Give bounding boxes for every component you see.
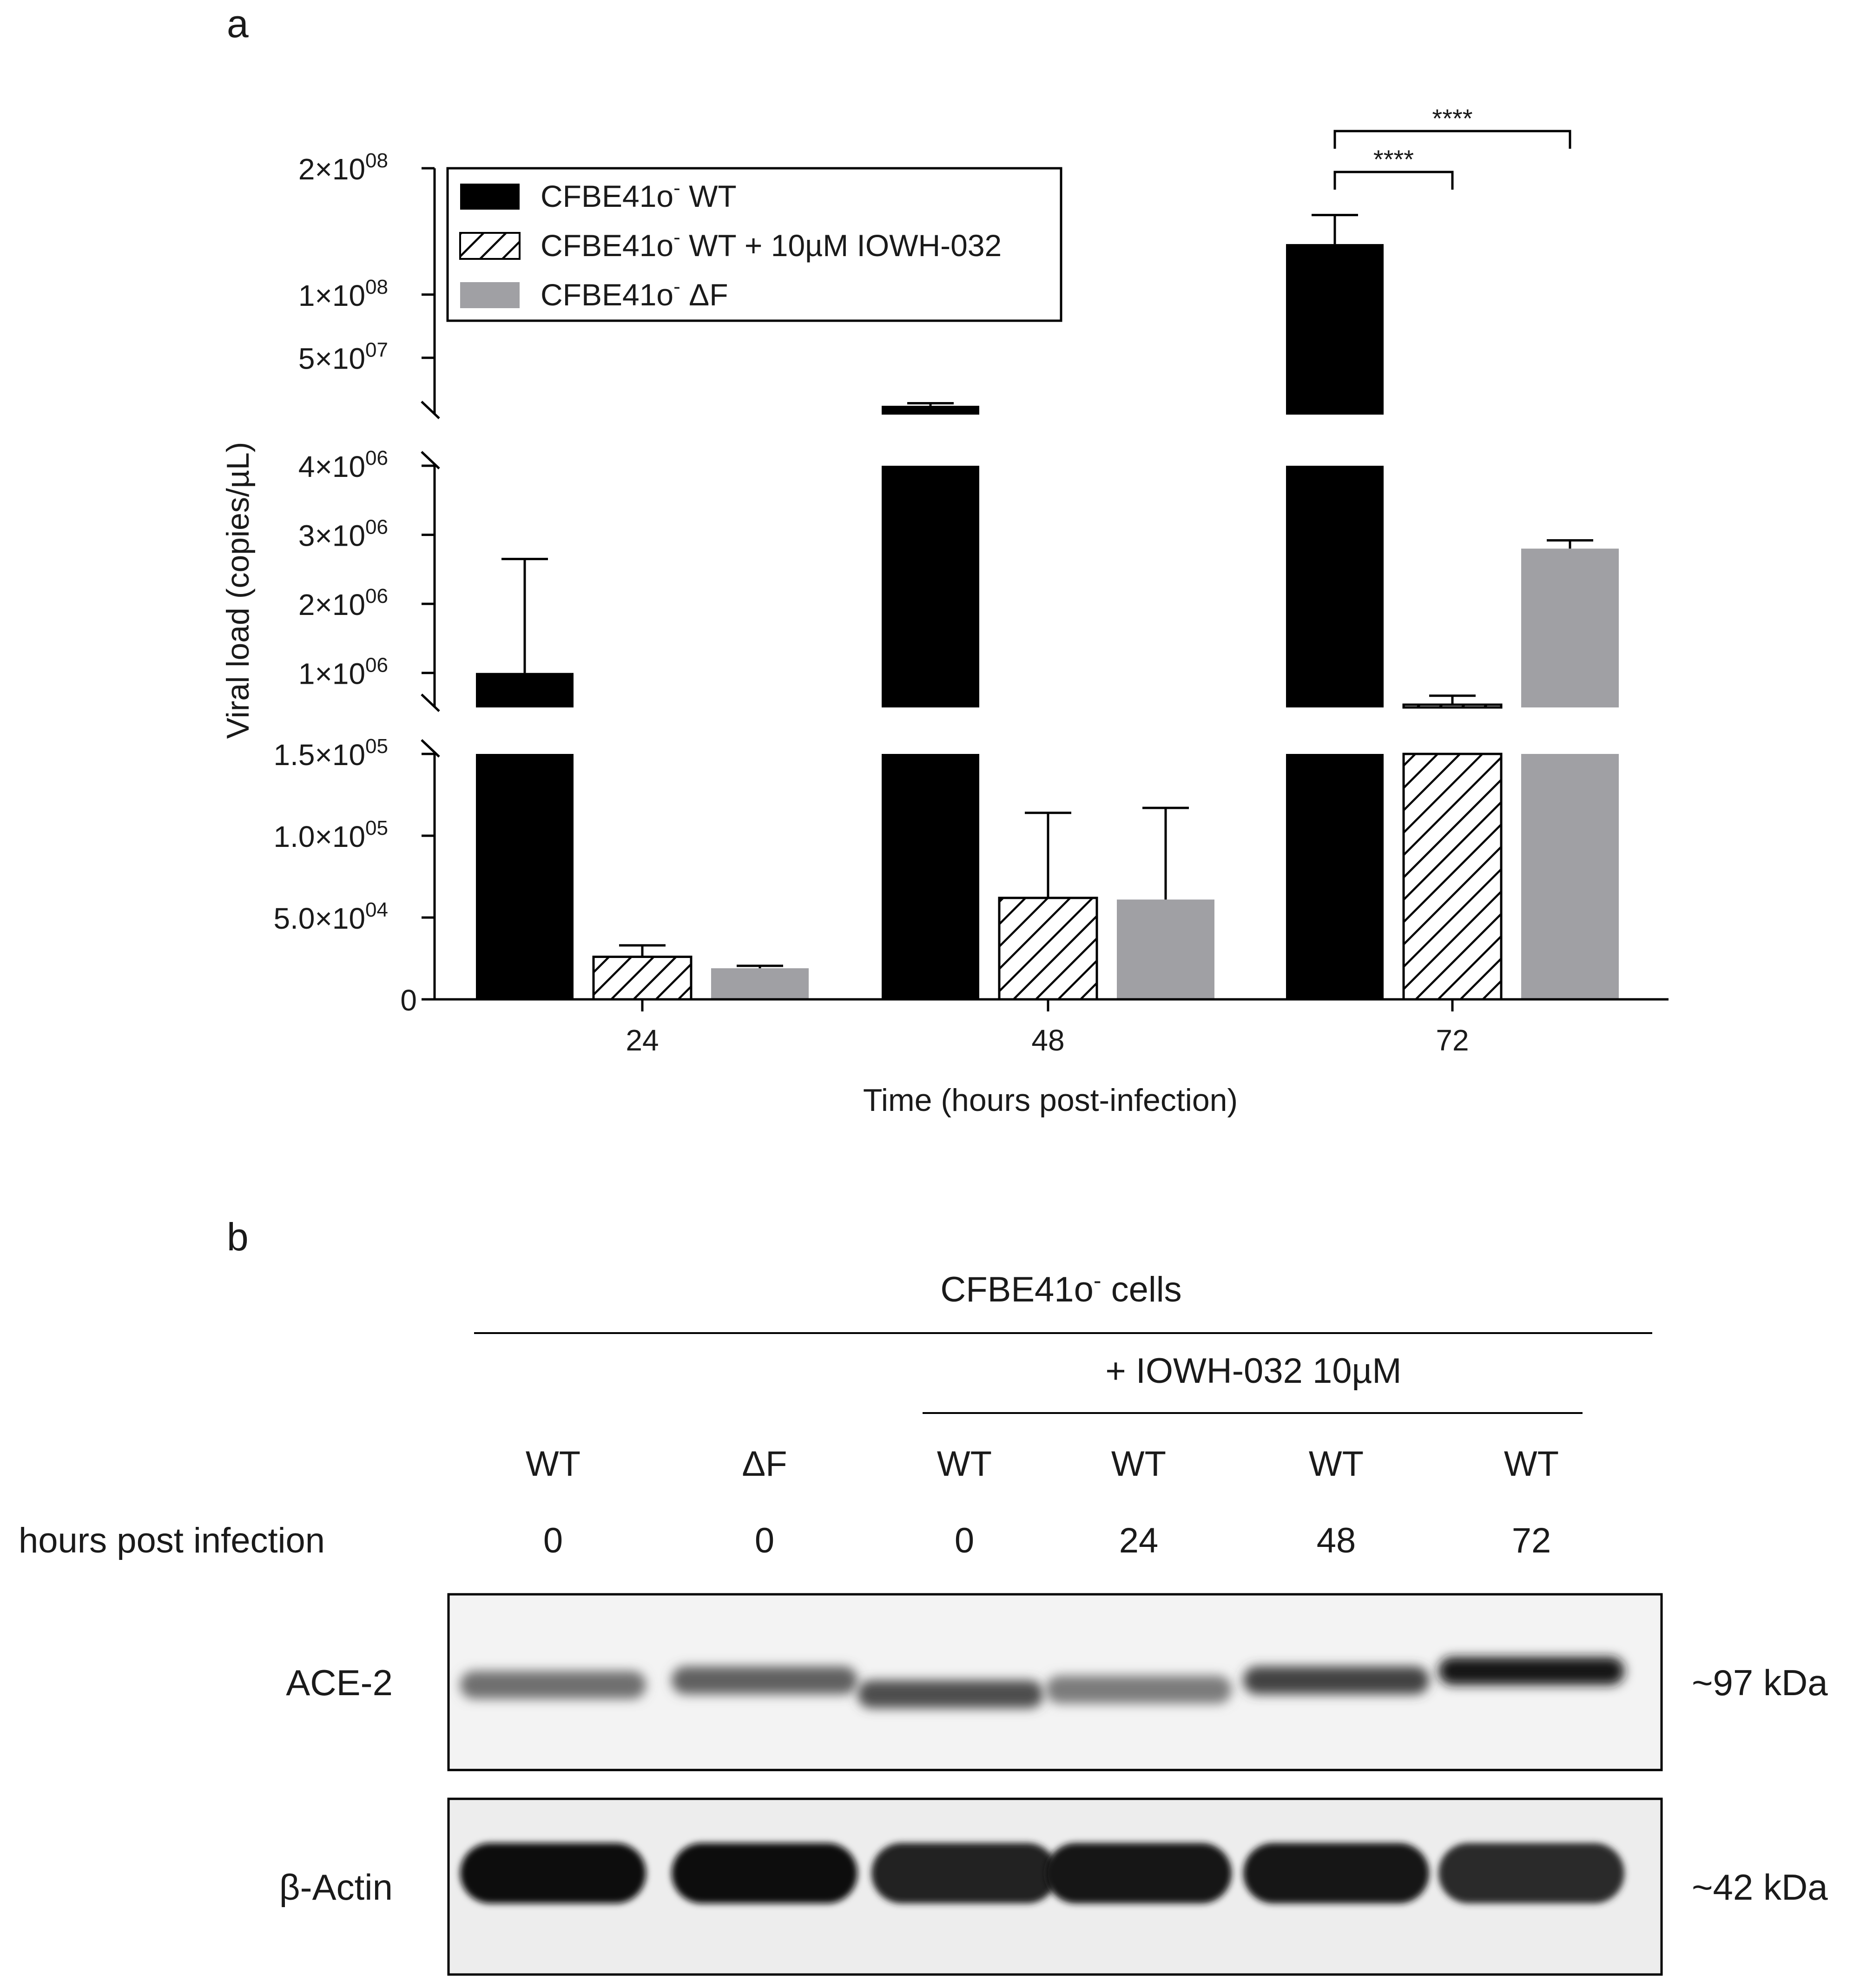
- protein-band: [672, 1666, 857, 1694]
- y-tick-label: 1×1008: [298, 276, 388, 312]
- protein-band: [1046, 1676, 1232, 1704]
- x-axis: 24 48 72: [435, 998, 1669, 1057]
- hours-row-label: hours post infection: [19, 1521, 325, 1560]
- y-tick-label: 1.0×1005: [274, 817, 388, 853]
- axis-break-mark: [421, 451, 440, 469]
- protein-band: [460, 1843, 646, 1903]
- legend-label: CFBE41o- ΔF: [541, 275, 728, 312]
- y-axis-label: Viral load (copies/µL): [220, 442, 256, 739]
- panel-a-label: a: [227, 2, 249, 46]
- legend-swatch: [460, 282, 520, 308]
- band-name-label: β-Actin: [279, 1867, 393, 1908]
- bar: [1521, 754, 1619, 999]
- significance-label: ****: [1373, 145, 1414, 174]
- bar: [592, 955, 693, 1001]
- lane-hours-label: 72: [1512, 1521, 1551, 1560]
- western-blot: CFBE41o- cells + IOWH-032 10µM hours pos…: [19, 1268, 1828, 1976]
- panel-b-label: b: [227, 1215, 249, 1259]
- lane-genotype-label: WT: [526, 1444, 580, 1484]
- significance-bracket: [1333, 171, 1454, 190]
- lane-hours-label: 0: [755, 1521, 774, 1560]
- y-tick-label: 2×1006: [298, 585, 388, 621]
- y-axis: 0 5.0×1004 1.0×1005 1.5×1005 1×1006 2×1006 3×1…: [274, 149, 440, 1017]
- protein-band: [1243, 1666, 1429, 1694]
- lane-genotype-label: WT: [1504, 1444, 1559, 1484]
- y-tick-label: 1.5×1005: [274, 735, 388, 772]
- bar: [998, 897, 1098, 1001]
- bar: [476, 673, 574, 707]
- treatment-label: + IOWH-032 10µM: [1105, 1351, 1401, 1391]
- x-tick-label: 72: [1436, 1024, 1469, 1057]
- lane-genotype-label: WT: [1111, 1444, 1166, 1484]
- legend-label: CFBE41o- WT + 10µM IOWH-032: [541, 226, 1002, 263]
- legend: CFBE41o- WT CFBE41o- WT + 10µM IOWH-032 CF…: [446, 167, 1062, 322]
- lane-genotype-label: ΔF: [742, 1444, 787, 1484]
- lane-genotype-label: WT: [1309, 1444, 1364, 1484]
- x-tick-label: 24: [626, 1024, 659, 1057]
- legend-swatch: [459, 232, 521, 260]
- blot-group-label: CFBE41o- cells: [940, 1268, 1181, 1309]
- y-tick-label: 0: [400, 984, 417, 1017]
- bar: [476, 754, 574, 999]
- lane-labels: WT 0 ΔF 0 WT 0 WT 24 WT 48 WT 72: [526, 1444, 1559, 1560]
- bar: [882, 754, 979, 999]
- y-tick-label: 4×1006: [298, 447, 388, 483]
- y-tick-label: 5.0×1004: [274, 898, 388, 935]
- y-tick-label: 1×1006: [298, 654, 388, 691]
- bar: [1117, 899, 1214, 999]
- legend-swatch: [460, 184, 520, 210]
- bar: [1521, 548, 1619, 707]
- bar: [711, 968, 809, 999]
- band-name-label: ACE-2: [286, 1662, 393, 1703]
- axis-break-mark: [421, 693, 440, 712]
- bars: [476, 244, 1619, 1001]
- bar: [1286, 466, 1384, 707]
- bar: [1286, 754, 1384, 999]
- bar: [882, 405, 979, 415]
- lane-hours-label: 0: [955, 1521, 974, 1560]
- protein-band: [1438, 1657, 1624, 1685]
- protein-band: [1243, 1843, 1429, 1903]
- lane-hours-label: 48: [1317, 1521, 1356, 1560]
- bar-chart: 0 5.0×1004 1.0×1005 1.5×1005 1×1006 2×1006 3×1…: [274, 104, 1669, 1057]
- y-tick-label: 2×1008: [298, 149, 388, 186]
- significance-label: ****: [1432, 104, 1472, 133]
- lane-genotype-label: WT: [937, 1444, 992, 1484]
- bar: [1402, 753, 1503, 1001]
- lane-hours-label: 0: [543, 1521, 563, 1560]
- y-tick-label: 3×1006: [298, 516, 388, 553]
- protein-band: [672, 1843, 857, 1903]
- x-tick-label: 48: [1031, 1024, 1064, 1057]
- significance-brackets: **** ****: [1333, 104, 1571, 190]
- bar: [882, 466, 979, 707]
- axis-break-mark: [421, 739, 440, 758]
- blot-panels: ACE-2 ~97 kDa β-Actin ~42 kDa: [279, 1593, 1828, 1976]
- error-bars: [501, 214, 1593, 969]
- significance-bracket: [1333, 130, 1571, 149]
- lane-hours-label: 24: [1119, 1521, 1159, 1560]
- bar: [1286, 244, 1384, 415]
- x-axis-label: Time (hours post-infection): [863, 1083, 1238, 1118]
- y-tick-label: 5×1007: [298, 339, 388, 376]
- protein-band: [1046, 1843, 1232, 1903]
- protein-band: [857, 1680, 1043, 1708]
- band-size-label: ~97 kDa: [1692, 1662, 1828, 1703]
- band-size-label: ~42 kDa: [1692, 1867, 1828, 1908]
- protein-band: [460, 1671, 646, 1699]
- protein-band: [871, 1843, 1057, 1903]
- protein-band: [1438, 1843, 1624, 1903]
- legend-label: CFBE41o- WT: [541, 177, 737, 213]
- bar: [1402, 703, 1503, 709]
- axis-break-mark: [421, 401, 440, 419]
